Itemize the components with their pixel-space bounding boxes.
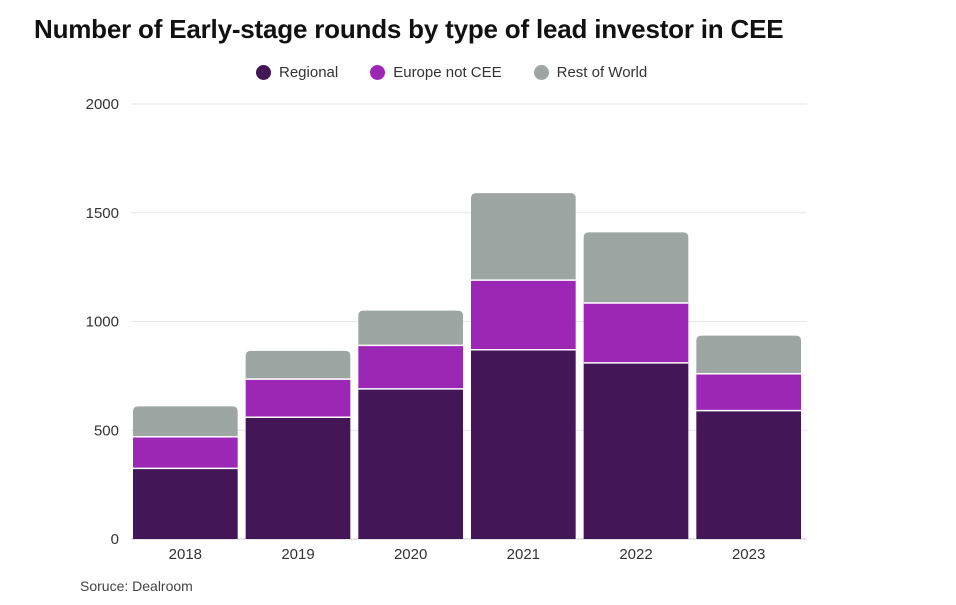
- x-tick-label-2018: 2018: [169, 546, 202, 563]
- bar-2023-rest-of-world[interactable]: [696, 335, 801, 374]
- bar-2020-rest-of-world[interactable]: [358, 310, 463, 346]
- bar-2018-rest-of-world[interactable]: [133, 406, 238, 437]
- x-tick-label-2022: 2022: [619, 546, 652, 563]
- chart-title: Number of Early-stage rounds by type of …: [34, 14, 784, 44]
- y-tick-label-500: 500: [94, 422, 119, 439]
- bar-2020-regional[interactable]: [358, 388, 463, 539]
- legend-label-europe-not-cee: Europe not CEE: [393, 64, 502, 81]
- bar-2022-rest-of-world[interactable]: [583, 232, 689, 304]
- legend-swatch-rest-of-world: [533, 65, 549, 80]
- bar-2022-europe-not-cee[interactable]: [583, 303, 689, 363]
- source-note: Soruce: Dealroom: [80, 578, 193, 594]
- bar-2020-europe-not-cee[interactable]: [358, 345, 463, 389]
- legend-swatch-europe-not-cee: [370, 65, 386, 80]
- bar-2019-regional[interactable]: [245, 417, 351, 539]
- bar-2021-rest-of-world[interactable]: [471, 193, 576, 281]
- bar-2023-regional[interactable]: [696, 410, 801, 539]
- legend: Regional Europe not CEE Rest of World: [0, 64, 956, 81]
- y-tick-label-1000: 1000: [86, 314, 119, 331]
- y-tick-label-1500: 1500: [86, 205, 119, 222]
- bar-2019-rest-of-world[interactable]: [245, 350, 351, 380]
- bar-2021-regional[interactable]: [471, 349, 576, 539]
- bar-2018-regional[interactable]: [133, 468, 238, 539]
- legend-label-regional: Regional: [279, 64, 339, 81]
- legend-item-europe-not-cee[interactable]: Europe not CEE: [370, 64, 502, 81]
- bar-2018-europe-not-cee[interactable]: [133, 436, 238, 469]
- bar-2021-europe-not-cee[interactable]: [471, 280, 576, 350]
- x-tick-label-2021: 2021: [507, 546, 540, 563]
- legend-label-rest-of-world: Rest of World: [556, 64, 648, 81]
- x-tick-label-2023: 2023: [732, 546, 765, 563]
- legend-item-regional[interactable]: Regional: [256, 64, 338, 81]
- bar-2022-regional[interactable]: [583, 362, 689, 539]
- x-tick-label-2019: 2019: [281, 546, 314, 563]
- bar-2019-europe-not-cee[interactable]: [245, 379, 351, 418]
- legend-item-rest-of-world[interactable]: Rest of World: [533, 64, 648, 81]
- bar-2023-europe-not-cee[interactable]: [696, 373, 801, 411]
- x-tick-label-2020: 2020: [394, 546, 427, 563]
- legend-swatch-regional: [256, 65, 271, 80]
- y-tick-label-0: 0: [111, 531, 119, 548]
- y-tick-label-2000: 2000: [86, 96, 119, 113]
